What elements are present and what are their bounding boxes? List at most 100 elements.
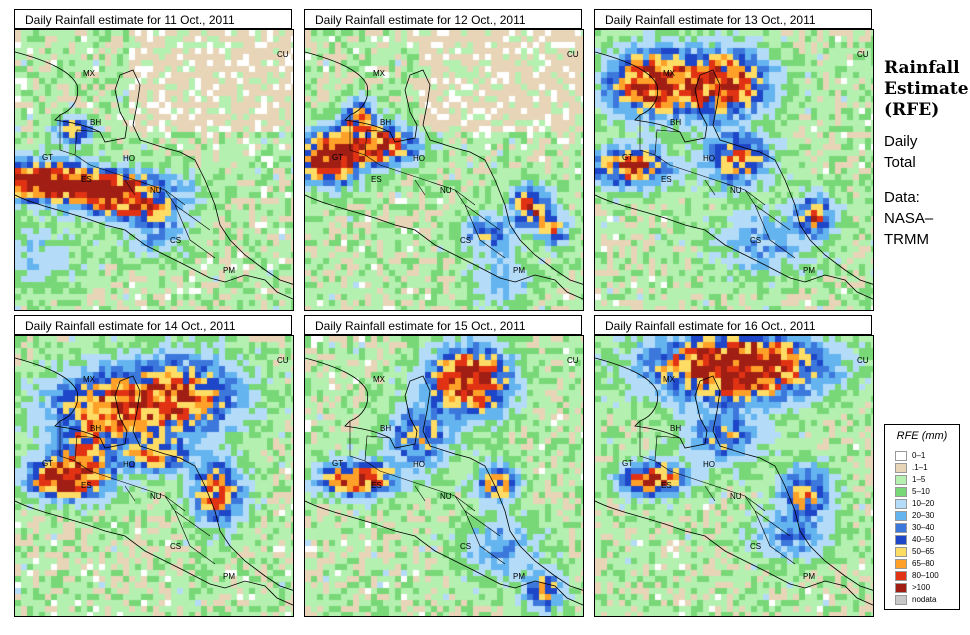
rainfall-grid <box>15 30 293 310</box>
coastline-overlay: MX BH GT HO ES NU CS PM CU <box>15 50 293 300</box>
country-label: HO <box>123 460 135 469</box>
panel-title: Daily Rainfall estimate for 12 Oct., 201… <box>304 9 582 29</box>
country-label: ES <box>371 175 382 184</box>
legend-label: 50–65 <box>912 547 935 556</box>
country-label: BH <box>90 118 101 127</box>
caption-data-line: NASA– <box>884 210 934 227</box>
country-border <box>639 421 796 565</box>
country-label: HO <box>413 460 425 469</box>
legend-swatch <box>895 451 907 461</box>
legend-item: 20–30 <box>895 511 955 522</box>
country-label: ES <box>371 481 382 490</box>
legend-item: 50–65 <box>895 547 955 558</box>
legend-swatch <box>895 523 907 533</box>
country-label: GT <box>332 153 343 162</box>
rainfall-map: MX BH GT HO ES NU CS PM CU <box>594 335 874 617</box>
coastline-overlay: MX BH GT HO ES NU CS PM CU <box>305 50 583 300</box>
legend-item: 5–10 <box>895 487 955 498</box>
legend-swatch <box>895 499 907 509</box>
legend-item: 40–50 <box>895 535 955 546</box>
country-label: MX <box>373 375 386 384</box>
country-label: CS <box>460 542 471 551</box>
legend-label: 65–80 <box>912 559 935 568</box>
country-label: HO <box>703 154 715 163</box>
country-label: MX <box>83 69 96 78</box>
legend-swatch <box>895 475 907 485</box>
country-label: HO <box>703 460 715 469</box>
legend-swatch <box>895 511 907 521</box>
coastline <box>15 51 293 285</box>
legend-label: .1–1 <box>912 463 928 472</box>
country-label: GT <box>622 153 633 162</box>
caption-title-line: (RFE) <box>884 100 940 120</box>
rainfall-map: MX BH GT HO ES NU CS PM CU <box>304 29 584 311</box>
caption-title: Rainfall Estimate (RFE) <box>884 58 970 121</box>
caption-title-line: Rainfall <box>884 58 960 78</box>
rainfall-grid <box>595 336 873 616</box>
country-label: MX <box>663 375 676 384</box>
legend-swatch <box>895 571 907 581</box>
coastline-overlay: MX BH GT HO ES NU CS PM CU <box>305 356 583 606</box>
legend-label: 5–10 <box>912 487 930 496</box>
country-label: CU <box>857 356 869 365</box>
coastline-overlay: MX BH GT HO ES NU CS PM CU <box>15 356 293 606</box>
coastline <box>15 500 293 606</box>
coastline <box>595 194 873 300</box>
country-label: NU <box>150 492 162 501</box>
country-label: MX <box>83 375 96 384</box>
country-label: HO <box>413 154 425 163</box>
legend-label: 1–5 <box>912 475 926 484</box>
country-label: MX <box>373 69 386 78</box>
legend-label: 40–50 <box>912 535 935 544</box>
legend-item: 80–100 <box>895 571 955 582</box>
country-label: CS <box>750 542 761 551</box>
rainfall-grid <box>595 30 873 310</box>
country-label: CS <box>460 236 471 245</box>
country-label: BH <box>670 118 681 127</box>
legend-label: 20–30 <box>912 511 935 520</box>
legend-label: 80–100 <box>912 571 939 580</box>
country-label: CU <box>277 50 289 59</box>
country-label: ES <box>661 175 672 184</box>
country-label: MX <box>663 69 676 78</box>
country-label: CU <box>277 356 289 365</box>
panel-title: Daily Rainfall estimate for 14 Oct., 201… <box>14 315 292 335</box>
legend-item: 1–5 <box>895 475 955 486</box>
country-border <box>59 421 216 565</box>
country-label: BH <box>380 424 391 433</box>
country-label: CU <box>567 356 579 365</box>
country-label: PM <box>513 572 525 581</box>
panel-title: Daily Rainfall estimate for 15 Oct., 201… <box>304 315 582 335</box>
country-label: PM <box>513 266 525 275</box>
legend-swatch <box>895 535 907 545</box>
caption-data-line: TRMM <box>884 231 929 248</box>
country-label: PM <box>803 266 815 275</box>
country-label: GT <box>42 459 53 468</box>
country-border <box>639 115 796 259</box>
legend-label: 0–1 <box>912 451 926 460</box>
panel-title: Daily Rainfall estimate for 16 Oct., 201… <box>594 315 872 335</box>
legend-item: nodata <box>895 595 955 606</box>
legend-swatch <box>895 547 907 557</box>
side-caption: Rainfall Estimate (RFE) Daily Total Data… <box>884 58 970 250</box>
country-label: ES <box>81 175 92 184</box>
country-label: BH <box>670 424 681 433</box>
coastline <box>15 357 293 591</box>
country-label: ES <box>81 481 92 490</box>
legend-label: >100 <box>912 583 931 592</box>
legend-item: 65–80 <box>895 559 955 570</box>
panel-title: Daily Rainfall estimate for 11 Oct., 201… <box>14 9 292 29</box>
rainfall-grid <box>305 30 583 310</box>
country-label: CU <box>857 50 869 59</box>
caption-daily-line: Daily <box>884 133 918 150</box>
coastline-overlay: MX BH GT HO ES NU CS PM CU <box>595 356 873 606</box>
legend-item: >100 <box>895 583 955 594</box>
country-label: BH <box>380 118 391 127</box>
country-label: PM <box>223 572 235 581</box>
country-label: CU <box>567 50 579 59</box>
country-label: GT <box>332 459 343 468</box>
legend-swatch <box>895 487 907 497</box>
coastline <box>305 51 583 285</box>
rainfall-grid <box>305 336 583 616</box>
legend-item: 10–20 <box>895 499 955 510</box>
